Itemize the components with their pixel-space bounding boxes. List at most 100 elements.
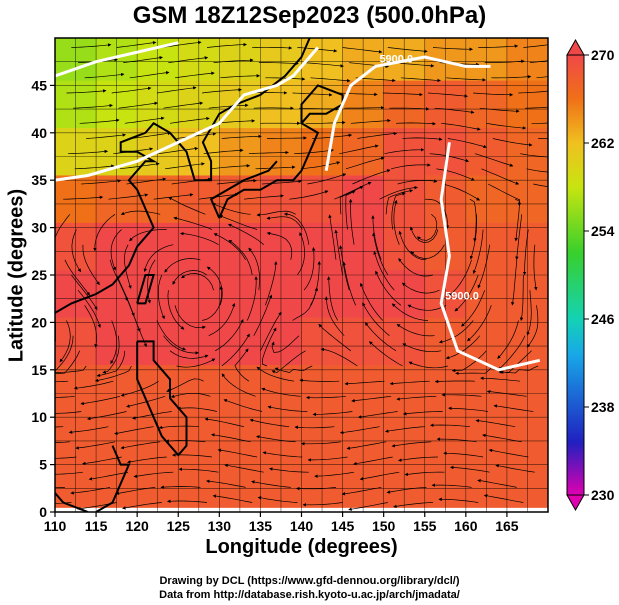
streamline <box>267 405 308 412</box>
streamline <box>55 350 81 374</box>
streamline <box>87 411 127 421</box>
streamline <box>431 483 472 488</box>
streamline <box>389 380 430 386</box>
streamline <box>55 214 71 255</box>
streamline <box>206 266 223 306</box>
streamline <box>180 231 219 246</box>
streamline <box>120 380 159 397</box>
streamline <box>133 471 174 478</box>
streamline <box>393 199 400 245</box>
streamline <box>434 107 475 114</box>
streamline <box>166 378 204 392</box>
streamline <box>211 202 251 215</box>
x-tick-label: 125 <box>167 518 191 534</box>
field-cell <box>301 175 344 224</box>
streamline <box>526 305 539 348</box>
streamline <box>163 101 204 109</box>
streamline <box>402 343 442 353</box>
streamline <box>114 426 154 435</box>
streamline <box>391 163 431 170</box>
streamline <box>160 485 201 489</box>
colorbar-top-arrow <box>566 38 585 56</box>
field-cell <box>96 459 138 508</box>
y-tick-label: 15 <box>31 362 47 378</box>
streamline <box>248 150 289 155</box>
streamline <box>198 192 239 200</box>
streamline <box>266 231 293 260</box>
streamline <box>165 162 205 170</box>
streamline <box>393 502 434 509</box>
streamline <box>449 465 490 473</box>
streamline <box>84 72 125 79</box>
streamline <box>339 186 364 215</box>
streamline <box>202 285 223 321</box>
streamline <box>373 251 395 291</box>
streamline <box>122 502 162 510</box>
streamline <box>492 138 533 147</box>
streamline <box>228 239 253 276</box>
streamline <box>167 499 208 504</box>
field-cell <box>55 80 97 129</box>
streamline <box>73 103 113 109</box>
streamline <box>339 426 380 435</box>
streamline <box>55 426 64 428</box>
streamline <box>66 89 107 94</box>
streamline <box>55 380 69 383</box>
streamline <box>344 105 385 110</box>
coast-line <box>136 340 188 457</box>
streamline <box>221 333 250 367</box>
streamline <box>410 244 445 259</box>
streamline <box>385 426 425 433</box>
streamline <box>161 40 202 48</box>
streamline <box>398 258 434 277</box>
contour-line <box>55 46 320 182</box>
streamline <box>172 270 208 285</box>
y-tick-label: 20 <box>31 314 47 330</box>
streamline <box>213 233 246 260</box>
streamline <box>221 373 256 397</box>
streamline <box>475 419 516 428</box>
streamline <box>441 122 481 131</box>
streamline <box>434 379 475 384</box>
streamline <box>389 107 430 111</box>
streamline <box>300 161 341 170</box>
streamline <box>294 148 334 155</box>
streamline <box>474 153 514 167</box>
streamline <box>208 103 249 109</box>
y-tick-label: 45 <box>31 77 47 93</box>
streamline <box>173 216 213 230</box>
streamline <box>116 40 157 48</box>
streamline <box>302 502 343 507</box>
streamline <box>264 261 278 306</box>
streamline <box>202 88 242 94</box>
streamline <box>320 347 358 367</box>
streamline <box>299 378 340 383</box>
streamline <box>351 395 392 403</box>
streamline <box>109 259 128 302</box>
field-cell <box>424 459 467 508</box>
x-tick-label: 160 <box>454 518 478 534</box>
streamline <box>382 92 423 97</box>
streamline <box>526 168 548 173</box>
streamline <box>163 335 199 355</box>
streamline <box>224 463 264 473</box>
x-axis-label: Longitude (degrees) <box>205 536 398 558</box>
streamline <box>408 361 448 369</box>
streamline <box>478 44 519 48</box>
streamline <box>518 90 548 94</box>
streamline <box>391 192 406 230</box>
streamline <box>292 92 333 97</box>
streamline <box>448 259 472 297</box>
streamline <box>210 164 251 170</box>
streamline <box>108 193 149 200</box>
streamline <box>398 456 438 462</box>
y-axis: 0 5 10 15 20 25 30 35 40 45 <box>31 77 55 520</box>
streamline <box>256 435 296 443</box>
streamline <box>153 193 194 200</box>
credit-data: Data from http://database.rish.kyoto-u.a… <box>159 589 460 601</box>
streamline <box>255 165 296 170</box>
streamline <box>407 304 447 311</box>
y-tick-label: 10 <box>31 409 47 425</box>
streamline <box>129 70 170 79</box>
streamline <box>297 232 305 276</box>
